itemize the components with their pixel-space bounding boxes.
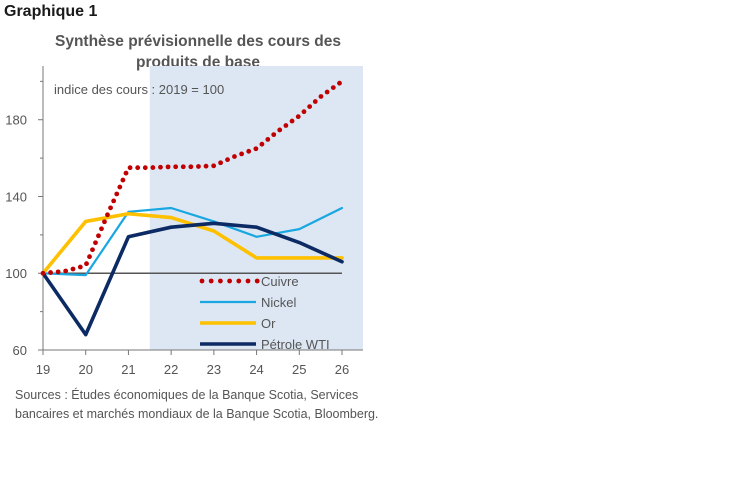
series-dot-cuivre [114,191,120,197]
series-dot-cuivre [225,157,230,163]
series-dot-cuivre [123,170,129,176]
series-dot-cuivre [180,164,186,170]
forecast-shade [149,66,363,350]
series-dot-cuivre [218,160,223,166]
series-dot-cuivre [135,165,141,171]
series-dot-cuivre [77,264,83,270]
series-dot-cuivre [196,164,201,169]
series-dot-cuivre [283,123,289,128]
series-dot-cuivre [307,104,313,109]
series-dot-cuivre [111,198,117,204]
series-dot-cuivre [90,247,95,253]
legend-swatch-cuivre [227,278,233,284]
series-dot-cuivre [239,151,244,157]
series-dot-cuivre [295,114,301,120]
legend-swatch-cuivre [208,278,214,284]
series-dot-cuivre [96,233,101,239]
series-dot-cuivre [165,164,171,170]
chart-annotation: indice des cours : 2019 = 100 [54,82,224,97]
series-dot-cuivre [203,163,209,169]
series-dot-cuivre [188,164,194,170]
legend-label-or: Or [261,316,276,331]
series-dot-cuivre [271,132,277,138]
y-tick-label: 180 [5,113,27,128]
series-dot-cuivre [211,163,217,169]
series-dot-cuivre [158,164,163,170]
series-dot-cuivre [84,261,89,267]
series-dot-cuivre [142,165,148,171]
x-tick-label: 19 [36,362,50,377]
series-dot-cuivre [70,266,76,272]
series-dot-cuivre [63,268,69,274]
y-tick-label: 100 [5,266,27,281]
series-cuivre [40,80,342,276]
series-dot-cuivre [127,165,133,171]
series-dot-cuivre [253,146,259,152]
series-dot-cuivre [312,99,318,104]
series-dot-cuivre [232,154,237,159]
legend-swatch-cuivre [236,278,242,284]
x-tick-label: 26 [335,362,349,377]
legend-label-nickel: Nickel [261,295,297,310]
legend-swatch-cuivre [254,278,260,284]
series-dot-cuivre [108,205,113,211]
series-line-nickel [41,206,344,277]
legend-swatch-cuivre [199,278,205,284]
series-dot-cuivre [324,89,330,95]
x-tick-label: 25 [292,362,306,377]
legend-label-petrole-wti: Pétrole WTI [261,337,330,352]
legend-swatch-cuivre [218,278,223,284]
series-dot-cuivre [337,80,342,86]
legend-label-cuivre: Cuivre [261,274,299,289]
series-dot-cuivre [173,164,179,170]
x-tick-label: 24 [249,362,263,377]
legend: Cuivre Nickel Or Pétrole WTI [199,274,330,352]
y-tick-label: 60 [13,343,27,358]
series-group [40,80,344,337]
axes: 60 100 140 180 19 20 21 22 23 24 25 26 [5,66,363,377]
series-dot-cuivre [93,240,98,246]
series-dot-cuivre [87,254,92,260]
x-tick-label: 21 [121,362,135,377]
legend-swatch-cuivre [245,278,251,284]
series-dot-cuivre [246,148,252,154]
series-dot-cuivre [265,137,271,142]
sources-note: Sources : Études économiques de la Banqu… [15,388,379,421]
series-dot-cuivre [105,212,110,218]
series-dot-cuivre [277,127,283,133]
series-dot-cuivre [102,219,107,225]
x-tick-label: 23 [207,362,221,377]
series-dot-cuivre [48,270,53,275]
series-line-petrole-wti [41,221,344,337]
x-tick-label: 22 [164,362,178,377]
series-dot-cuivre [150,165,156,170]
series-dot-cuivre [117,184,123,190]
y-tick-label: 140 [5,189,27,204]
x-tick-label: 20 [78,362,92,377]
figure-label: Graphique 1 [4,3,98,20]
series-dot-cuivre [55,269,61,275]
series-dot-cuivre [289,118,295,124]
series-dot-cuivre [120,177,126,183]
series-dot-cuivre [99,226,104,232]
series-dot-cuivre [330,85,336,91]
series-dot-cuivre [318,94,324,99]
series-dot-cuivre [301,109,307,115]
series-dot-cuivre [40,270,46,276]
series-dot-cuivre [259,141,265,147]
